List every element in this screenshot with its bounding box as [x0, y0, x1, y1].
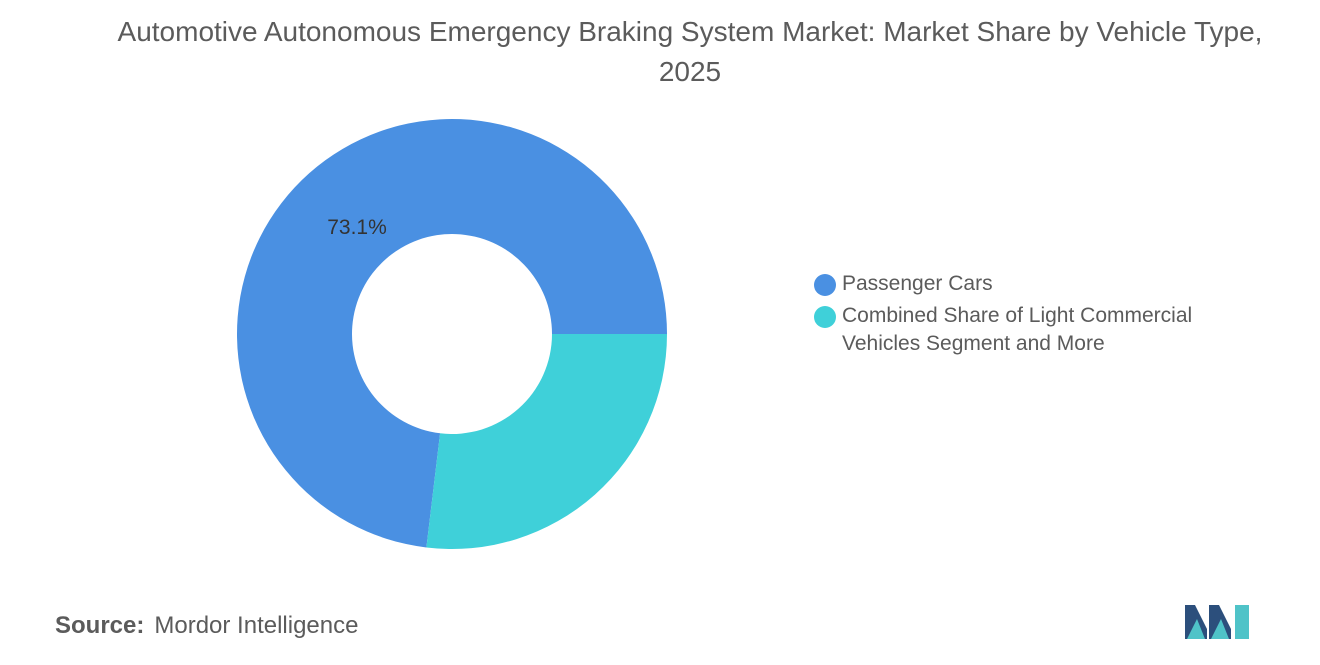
legend-swatch	[814, 274, 836, 296]
legend: Passenger Cars Combined Share of Light C…	[814, 270, 1254, 362]
chart-title: Automotive Autonomous Emergency Braking …	[117, 16, 1263, 87]
data-label-passenger-cars: 73.1%	[327, 216, 387, 239]
legend-swatch	[814, 306, 836, 328]
legend-item-light-commercial-vehicles: Combined Share of Light Commercial Vehic…	[814, 302, 1254, 358]
source-line: Source: Mordor Intelligence	[55, 612, 358, 640]
donut-slice-passenger-cars	[237, 119, 668, 548]
source-value: Mordor Intelligence	[154, 612, 359, 639]
mordor-intelligence-logo-icon	[1185, 605, 1249, 639]
legend-label: Combined Share of Light Commercial Vehic…	[842, 304, 1193, 355]
legend-label: Passenger Cars	[842, 272, 993, 295]
donut-slice-light-commercial-vehicles	[426, 334, 667, 549]
legend-item-passenger-cars: Passenger Cars	[814, 270, 1254, 298]
source-label: Source:	[55, 612, 145, 639]
